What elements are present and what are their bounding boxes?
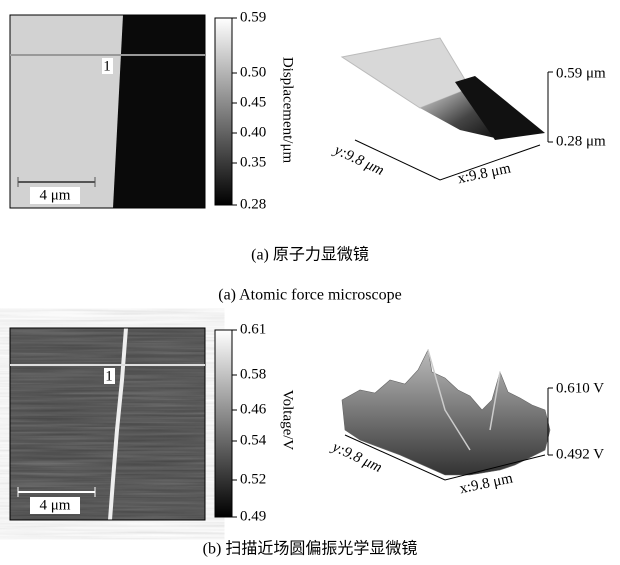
surface-3d: 0.59 μm 0.28 μm y:9.8 μm x:9.8 μm	[330, 37, 606, 187]
colorbar-tick: 0.59	[240, 9, 266, 25]
colorbar: 0.59 0.50 0.45 0.40 0.35 0.28 Displaceme…	[214, 9, 296, 212]
line-marker: 1	[105, 368, 113, 384]
colorbar-tick: 0.61	[240, 321, 266, 337]
scale-bar-label: 4 μm	[40, 187, 71, 203]
z-bottom-label: 0.492 V	[556, 446, 604, 462]
surface-3d: 0.610 V 0.492 V y:9.8 μm x:9.8 μm	[328, 349, 604, 497]
colorbar-tick: 0.54	[240, 432, 267, 448]
caption: (a) 原子力显微镜	[251, 245, 369, 264]
colorbar-label: Voltage/V	[280, 390, 296, 451]
colorbar-tick: 0.35	[240, 154, 266, 170]
colorbar-tick: 0.40	[240, 124, 266, 140]
colorbar-tick: 0.58	[240, 366, 266, 382]
colorbar-tick: 0.49	[240, 508, 266, 524]
z-bottom-label: 0.28 μm	[556, 133, 606, 149]
colorbar-tick: 0.45	[240, 94, 266, 110]
caption: (b) 扫描近场圆偏振光学显微镜	[203, 539, 418, 558]
caption: (a) Atomic force microscope	[218, 287, 401, 304]
scale-bar-label: 4 μm	[40, 497, 71, 513]
colorbar-tick: 0.28	[240, 196, 266, 212]
colorbar: 0.61 0.58 0.46 0.54 0.52 0.49 Voltage/V	[214, 321, 296, 524]
z-top-label: 0.59 μm	[556, 65, 606, 81]
colorbar-label: Displacement/μm	[280, 57, 296, 164]
colorbar-tick: 0.46	[240, 401, 267, 417]
afm-image: 1 4 μm	[9, 14, 206, 209]
colorbar-tick: 0.50	[240, 64, 266, 80]
z-top-label: 0.610 V	[556, 380, 604, 396]
colorbar-tick: 0.52	[240, 471, 266, 487]
y-axis-label: y:9.8 μm	[330, 141, 386, 179]
line-marker: 1	[103, 58, 111, 74]
snom-image: 1 4 μm	[9, 327, 206, 521]
